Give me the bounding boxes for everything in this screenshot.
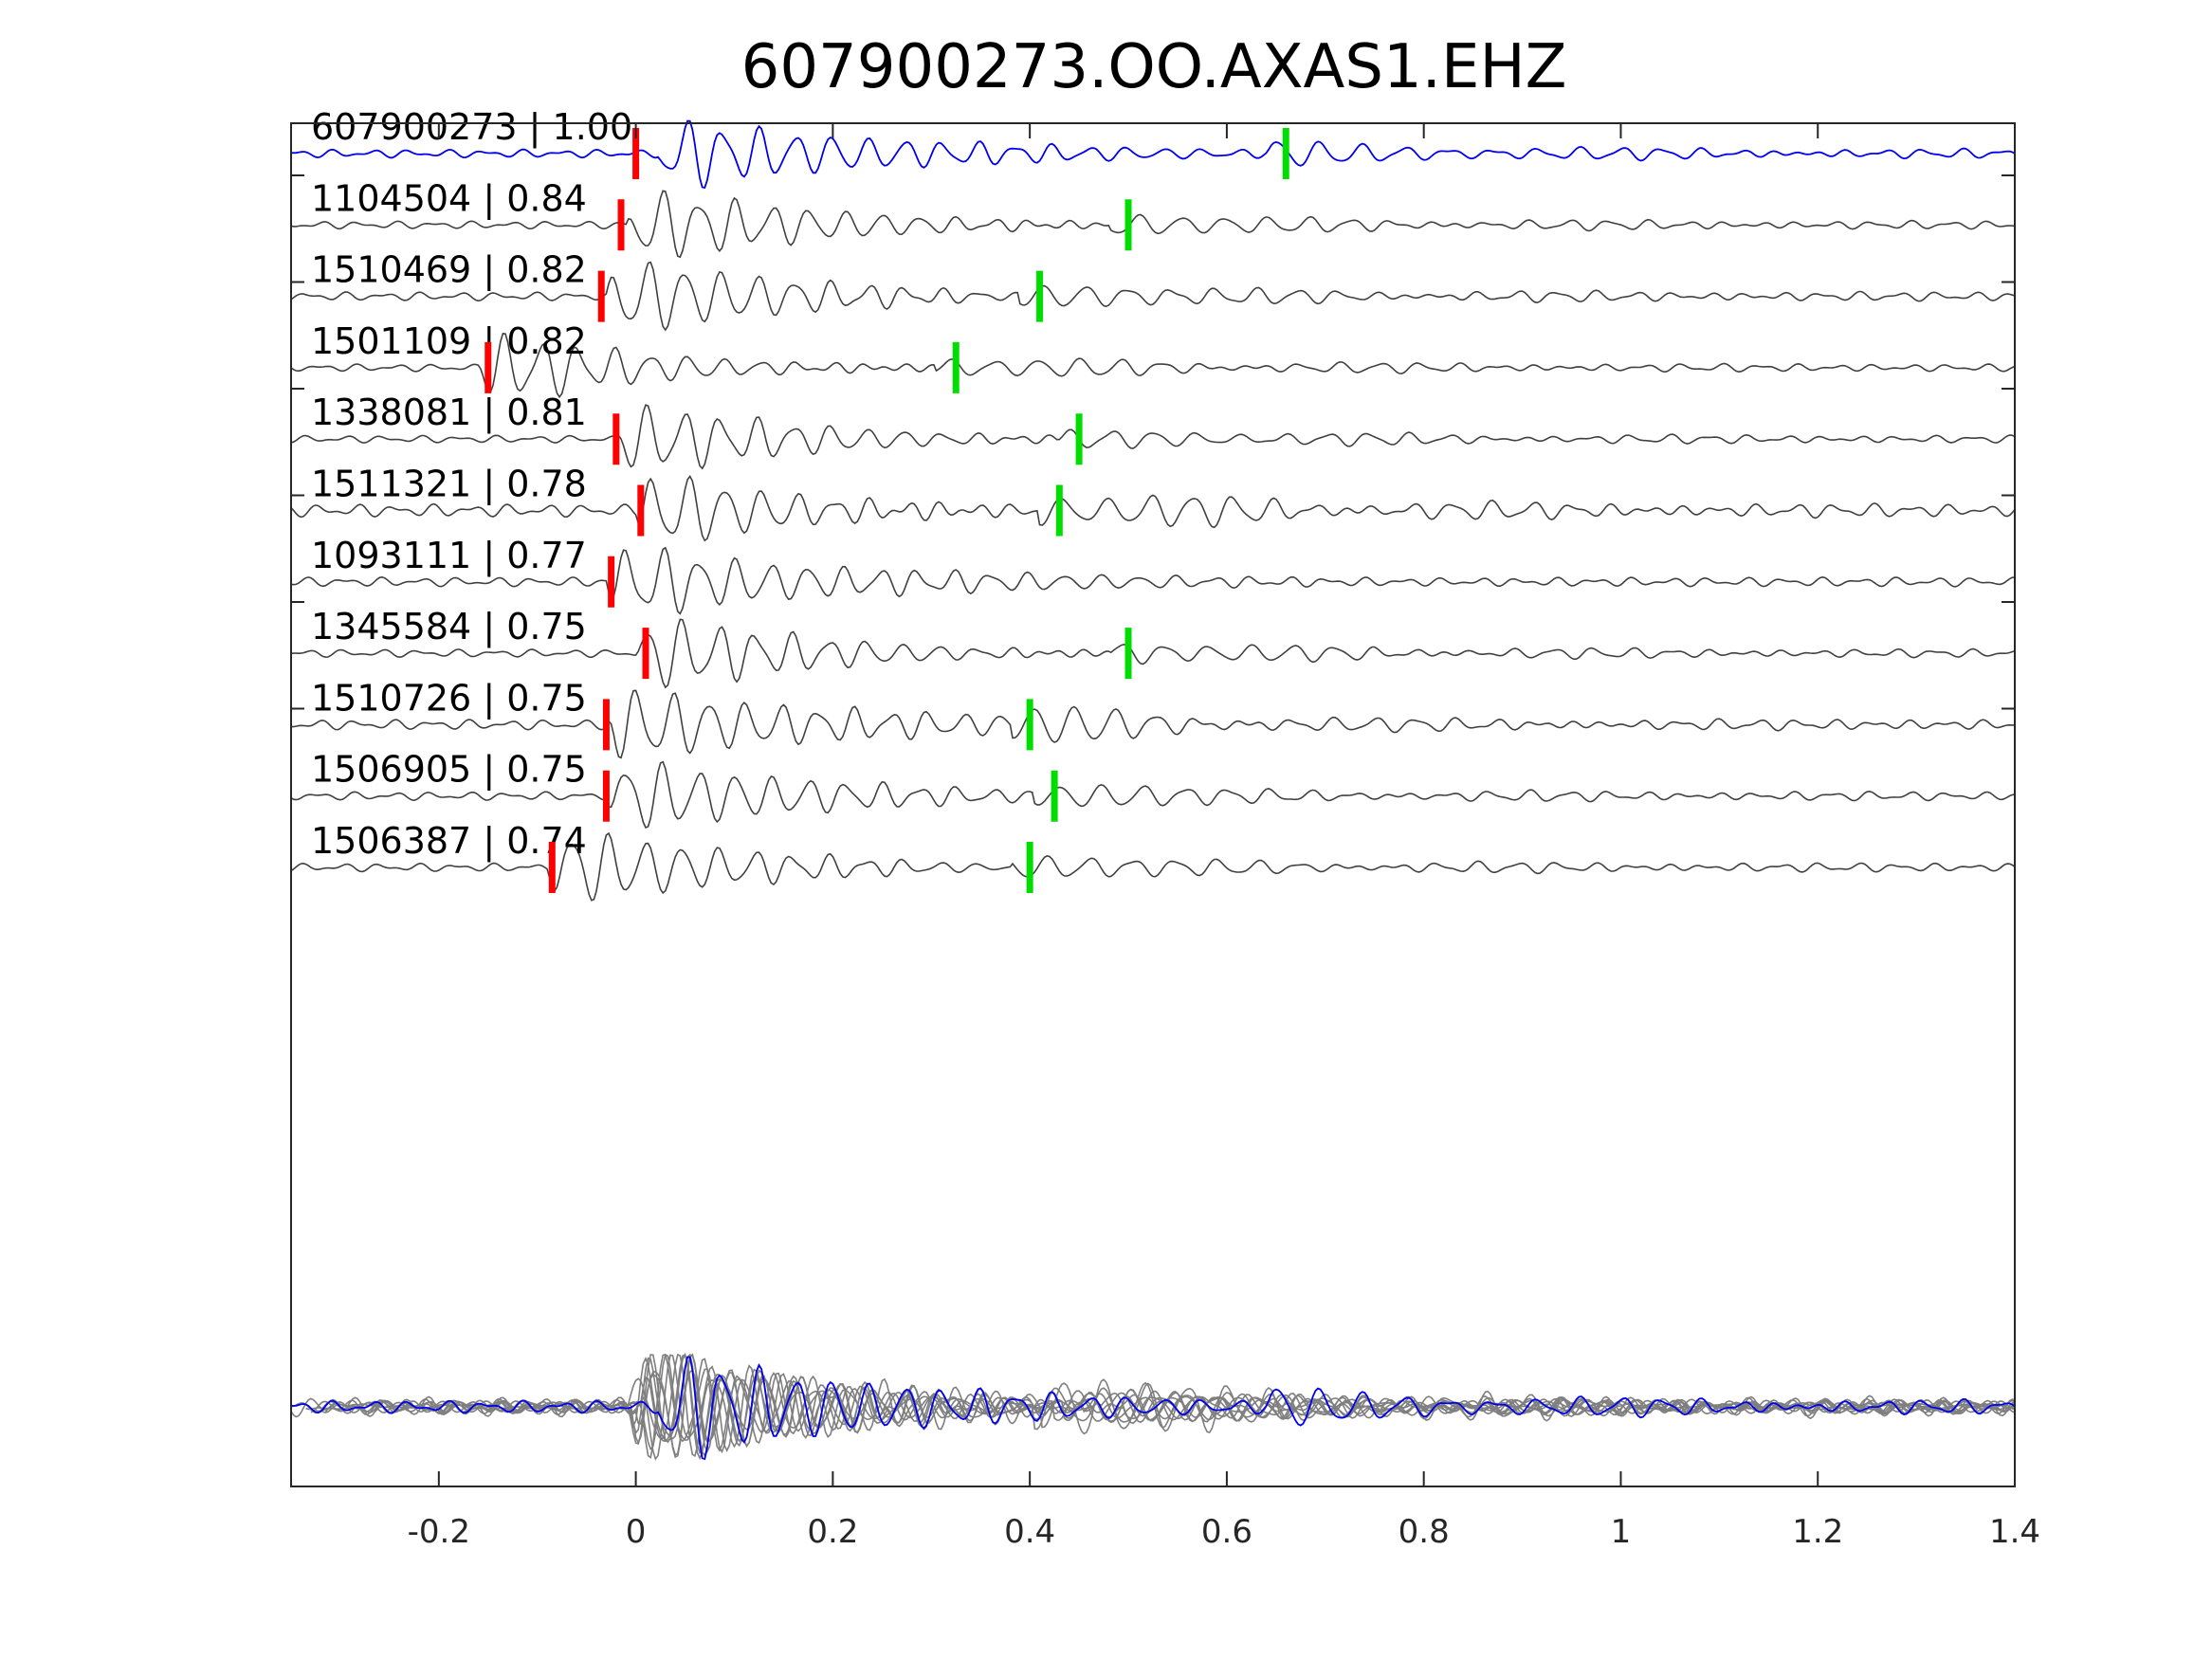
x-tick-label: 0 bbox=[626, 1513, 647, 1551]
trace-label-1510726: 1510726 | 0.75 bbox=[311, 677, 587, 720]
trace-1338081 bbox=[290, 404, 2016, 470]
plot-area: 607900273 | 1.00 1104504 | 0.84 1510469 | … bbox=[290, 106, 2016, 1461]
axes-frame bbox=[290, 122, 2016, 1487]
trace-label-1104504: 1104504 | 0.84 bbox=[311, 177, 587, 220]
x-tick-label: 1 bbox=[1611, 1513, 1632, 1551]
trace-label-607900273: 607900273 | 1.00 bbox=[311, 106, 632, 149]
trace-label-1338081: 1338081 | 0.81 bbox=[311, 392, 587, 434]
chart-title: 607900273.OO.AXAS1.EHZ bbox=[741, 32, 1567, 102]
x-tick-label: 0.8 bbox=[1398, 1513, 1450, 1551]
trace-label-1511321: 1511321 | 0.78 bbox=[311, 464, 587, 506]
trace-1501109 bbox=[290, 333, 2016, 399]
x-tick-label: 1.4 bbox=[1989, 1513, 2040, 1551]
overlay-trace-607900273 bbox=[290, 1356, 2016, 1461]
trace-label-1093111: 1093111 | 0.77 bbox=[311, 535, 587, 577]
trace-1506387 bbox=[290, 831, 2016, 902]
trace-label-1510469: 1510469 | 0.82 bbox=[311, 249, 587, 292]
trace-1093111 bbox=[290, 546, 2016, 615]
overlay-trace-1510726 bbox=[320, 1354, 2016, 1459]
trace-1345584 bbox=[290, 618, 2016, 689]
x-tick-label: 1.2 bbox=[1792, 1513, 1843, 1551]
trace-607900273 bbox=[290, 119, 2016, 190]
trace-1506905 bbox=[290, 760, 2016, 830]
x-tick-label: 0.6 bbox=[1201, 1513, 1252, 1551]
trace-label-1506905: 1506905 | 0.75 bbox=[311, 749, 587, 792]
x-tick-label: -0.2 bbox=[408, 1513, 470, 1551]
trace-1510726 bbox=[291, 689, 2015, 759]
trace-label-1345584: 1345584 | 0.75 bbox=[311, 606, 587, 648]
x-axis: -0.2 0 0.2 0.4 0.6 0.8 1 1.2 1.4 bbox=[291, 123, 2040, 1551]
trace-label-1506387: 1506387 | 0.74 bbox=[311, 820, 587, 863]
trace-1510469 bbox=[290, 261, 2016, 332]
trace-1511321 bbox=[290, 475, 2016, 542]
x-tick-label: 0.2 bbox=[807, 1513, 858, 1551]
trace-1104504 bbox=[290, 190, 2016, 259]
x-tick-label: 0.4 bbox=[1004, 1513, 1055, 1551]
trace-label-1501109: 1501109 | 0.82 bbox=[311, 320, 587, 363]
